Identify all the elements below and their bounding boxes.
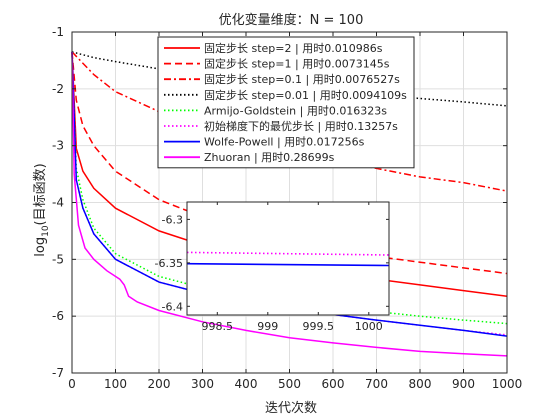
y-axis-label-rest: (目标函数)	[33, 163, 48, 225]
y-tick-label: -3	[52, 139, 64, 153]
legend-entry: 初始梯度下的最优步长 | 用时0.13257s	[204, 119, 398, 133]
y-tick-label: -7	[52, 366, 64, 380]
series-line	[71, 51, 508, 275]
legend-entry: 固定步长 step=2 | 用时0.010986s	[204, 41, 383, 55]
inset-y-tick-label: -6.35	[155, 257, 183, 270]
legend-entry: Wolfe-Powell | 用时0.017256s	[204, 136, 365, 149]
y-tick-label: -5	[52, 252, 64, 266]
x-tick-label: 200	[148, 377, 171, 391]
y-tick-label: -4	[52, 196, 64, 210]
inset-series-line	[186, 251, 390, 256]
inset-background	[187, 202, 389, 315]
x-tick-label: 600	[322, 377, 345, 391]
legend-box	[157, 36, 415, 169]
x-tick-label: 1000	[492, 377, 523, 391]
inset-series-line	[186, 262, 390, 267]
series-line	[71, 51, 508, 357]
legend-entry: Armijo-Goldstein | 用时0.016323s	[204, 104, 387, 117]
x-tick-label: 0	[68, 377, 76, 391]
axis-ticks: 0 100 200 300 400 500 600 700 800 900 1000 -7 -6 -5 -4…	[52, 25, 522, 391]
x-axis-label: 迭代次数	[265, 400, 317, 416]
inset-x-tick-label: 1000	[355, 320, 383, 333]
legend: 固定步长 step=2 | 用时0.010986s 固定步长 step=1 | 用…	[157, 36, 415, 169]
inset-frame	[186, 201, 390, 316]
inset-y-tick-label: -6.4	[162, 300, 183, 313]
x-tick-label: 300	[191, 377, 214, 391]
y-tick-label: -6	[52, 309, 64, 323]
legend-entry: 固定步长 step=0.1 | 用时0.0076527s	[204, 72, 400, 86]
inset-x-tick-label: 998.5	[202, 320, 234, 333]
inset-x-tick-label: 999	[257, 320, 278, 333]
x-tick-label: 500	[278, 377, 301, 391]
y-tick-label: -1	[52, 25, 64, 39]
series-line	[71, 51, 508, 107]
x-tick-label: 100	[104, 377, 127, 391]
y-axis-label-main: log	[33, 237, 48, 257]
x-tick-label: 900	[452, 377, 475, 391]
inset-x-tick-label: 999.5	[303, 320, 335, 333]
y-axis-label-subscript: 10	[41, 225, 51, 237]
chart-title: 优化变量维度：N = 100	[219, 12, 364, 28]
inset-zoom: 998.5 999 999.5 1000 -6.3 -6.35 -6.4	[155, 201, 390, 333]
x-tick-label: 800	[409, 377, 432, 391]
legend-entry: Zhuoran | 用时0.28699s	[204, 151, 335, 164]
y-axis-label: log10(目标函数)	[33, 163, 51, 256]
y-tick-label: -2	[52, 82, 64, 96]
legend-entry: 固定步长 step=0.01 | 用时0.0094109s	[204, 88, 407, 102]
x-tick-label: 400	[235, 377, 258, 391]
inset-y-tick-label: -6.3	[162, 213, 183, 226]
x-tick-label: 700	[365, 377, 388, 391]
legend-entry: 固定步长 step=1 | 用时0.0073145s	[204, 57, 390, 71]
